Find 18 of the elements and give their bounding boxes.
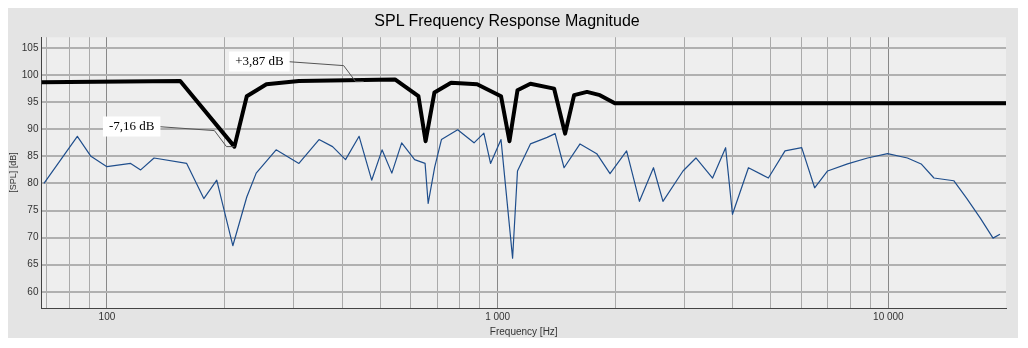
y-tick-label: 75: [27, 204, 39, 216]
chart-title: SPL Frequency Response Magnitude: [374, 12, 640, 30]
x-tick-label: 10 000: [873, 310, 905, 322]
y-tick-label: 70: [27, 231, 39, 243]
y-tick-label: 100: [21, 68, 39, 80]
y-tick-label: 60: [27, 285, 39, 297]
y-tick-label: 105: [21, 41, 39, 53]
x-axis-title: Frequency [Hz]: [489, 325, 558, 337]
x-tick-label: 1 000: [485, 310, 511, 322]
x-tick-label: 100: [98, 310, 116, 322]
y-tick-label: 65: [27, 258, 39, 270]
annotation: +3,87 dB: [235, 53, 284, 69]
annotation: -7,16 dB: [108, 118, 155, 134]
y-tick-label: 95: [27, 95, 39, 107]
y-tick-label: 80: [27, 177, 39, 189]
y-tick-label: 85: [27, 150, 39, 162]
y-tick-label: 90: [27, 123, 39, 135]
y-axis-title: [SPL] [dB]: [7, 152, 18, 193]
